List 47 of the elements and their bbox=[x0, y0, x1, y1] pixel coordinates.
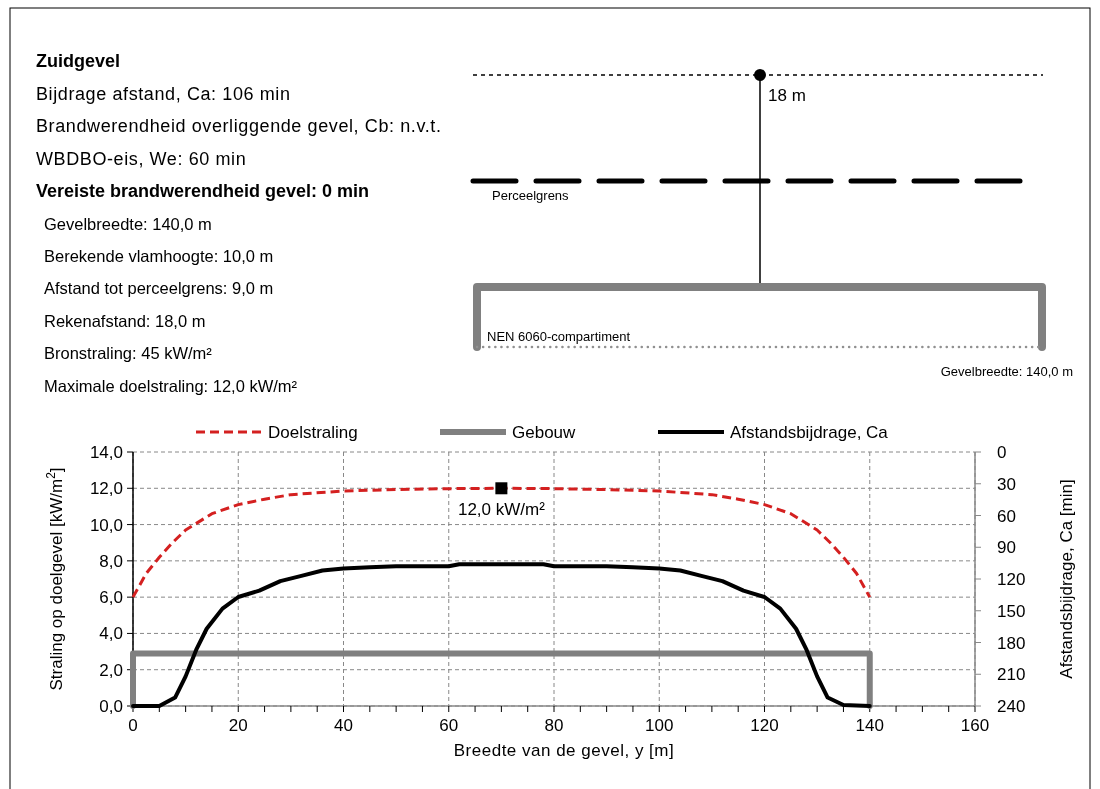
x-axis-title: Breedte van de gevel, y [m] bbox=[453, 741, 675, 760]
text: Maximale doelstraling: 12,0 kW/m² bbox=[44, 376, 298, 395]
y2-axis-title: Afstandsbijdrage, Ca [min] bbox=[1057, 479, 1076, 679]
text: Zuidgevel bbox=[36, 51, 121, 71]
y2-tick-label: 150 bbox=[997, 601, 1026, 621]
x-tick-label: 100 bbox=[645, 716, 674, 735]
y2-tick-label: 90 bbox=[997, 538, 1016, 558]
text: Vereiste brandwerendheid gevel: 0 min bbox=[36, 181, 370, 202]
text: 18 m bbox=[768, 86, 806, 105]
y2-tick-label: 0 bbox=[997, 443, 1007, 462]
x-tick-label: 0 bbox=[128, 716, 138, 735]
y-tick-label: 2,0 bbox=[99, 660, 123, 680]
text: Gevelbreedte: 140,0 m bbox=[44, 214, 212, 233]
text: Brandwerendheid overliggende gevel, Cb: n.v.t. bbox=[36, 116, 442, 137]
y2-tick-label: 60 bbox=[997, 506, 1016, 526]
y-tick-label: 8,0 bbox=[99, 551, 123, 571]
x-tick-label: 120 bbox=[750, 716, 779, 735]
y-tick-label: 12,0 bbox=[89, 479, 123, 499]
text: NEN 6060-compartiment bbox=[487, 329, 631, 344]
x-tick-label: 160 bbox=[960, 716, 990, 735]
text: Bijdrage afstand, Ca: 106 min bbox=[36, 84, 291, 104]
x-tick-label: 20 bbox=[228, 716, 248, 735]
y2-tick-label: 210 bbox=[997, 665, 1026, 685]
x-tick-label: 80 bbox=[544, 716, 564, 735]
text: Perceelgrens bbox=[492, 188, 570, 203]
y2-tick-label: 30 bbox=[997, 474, 1016, 494]
y-tick-label: 14,0 bbox=[89, 443, 123, 462]
y2-tick-label: 120 bbox=[997, 570, 1026, 589]
annotation: 12,0 kW/m² bbox=[457, 500, 546, 520]
text: Gevelbreedte: 140,0 m bbox=[940, 364, 1073, 379]
y-tick-label: 6,0 bbox=[99, 588, 123, 608]
y2-tick-label: 240 bbox=[997, 697, 1026, 716]
text: Bronstraling: 45 kW/m² bbox=[44, 344, 213, 363]
y2-tick-label: 180 bbox=[997, 633, 1026, 653]
y-tick-label: 0,0 bbox=[99, 697, 123, 716]
x-tick-label: 60 bbox=[439, 716, 459, 735]
legend-label: Afstandsbijdrage, Ca bbox=[730, 423, 889, 442]
x-tick-label: 140 bbox=[855, 716, 884, 735]
text: WBDBO-eis, We: 60 min bbox=[36, 148, 247, 169]
y-tick-label: 4,0 bbox=[99, 624, 123, 644]
legend-label: Gebouw bbox=[512, 423, 577, 442]
text: Afstand tot perceelgrens: 9,0 m bbox=[44, 279, 274, 298]
text: Rekenafstand: 18,0 m bbox=[44, 311, 206, 330]
text: Berekende vlamhoogte: 10,0 m bbox=[44, 247, 274, 265]
y-tick-label: 10,0 bbox=[89, 515, 123, 535]
legend-label: Doelstraling bbox=[268, 423, 358, 442]
x-tick-label: 40 bbox=[334, 716, 353, 735]
